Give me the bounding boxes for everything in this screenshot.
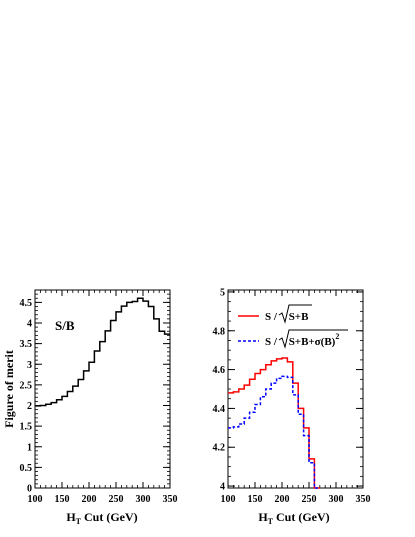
legend-label-s-sqrt-sb: S / S+B [265,311,309,323]
y-tick-label: 2 [27,401,32,412]
sqrt-sign-icon-2 [278,329,348,349]
left-series [35,297,170,407]
x-tick-label: 150 [248,494,263,505]
y-tick-label: 4.2 [213,443,226,454]
legend-1-pre: S / [265,336,280,348]
x-tick-label: 350 [163,494,178,505]
y-tick-label: 0 [27,484,32,495]
legend-1-root: S+B+σ(B) [289,336,336,348]
left-xlabel-sub: T [76,517,82,526]
legend: S / S+B S / S+B+σ(B)2 [238,304,348,349]
y-tick-label: 4.4 [213,404,226,415]
y-axis-title: Figure of merit [2,350,16,428]
x-tick-label: 100 [221,494,236,505]
legend-0-root: S+B [289,311,309,323]
y-tick-label: 0.5 [20,463,33,474]
x-tick-label: 200 [275,494,290,505]
x-tick-label: 150 [55,494,70,505]
left-ticks [34,289,171,489]
right-series-line-0 [228,357,320,489]
left-panel: 100 150 200 250 300 350 0 0.5 1 1.5 2 2.5 3 3.5 4 4.5 S… [2,289,178,526]
y-tick-label: 1 [27,442,32,453]
x-tick-label: 200 [82,494,97,505]
x-tick-label: 350 [356,494,371,505]
y-tick-label: 4.5 [20,298,33,309]
right-xlabel-rest: Cut (GeV) [273,510,330,524]
sqrt-sign-icon [278,304,312,324]
legend-label-s-sqrt-sb-sigma: S / S+B+σ(B)2 [265,332,339,348]
x-tick-label: 300 [136,494,151,505]
y-tick-label: 3.5 [20,339,33,350]
y-tick-label: 1.5 [20,422,33,433]
right-tick-labels: 100 150 200 250 300 350 4 4.2 4.4 4.6 4.8 5 [213,287,371,505]
x-tick-label: 250 [109,494,124,505]
legend-1-sup: 2 [335,332,339,341]
y-tick-label: 4 [220,482,225,493]
right-series [228,357,320,489]
y-tick-label: 3 [27,360,32,371]
y-tick-label: 4.8 [213,326,226,337]
y-tick-label: 4.6 [213,365,226,376]
left-xlabel-h: H [66,510,76,524]
left-series-line-0 [35,297,170,407]
x-tick-label: 100 [28,494,43,505]
y-tick-label: 4 [27,319,32,330]
left-tick-labels: 100 150 200 250 300 350 0 0.5 1 1.5 2 2.5 3 3.5 4 4.5 [20,298,178,505]
left-panel-label: S/B [55,318,75,333]
right-xlabel-sub: T [268,517,274,526]
x-tick-label: 250 [302,494,317,505]
legend-0-pre: S / [265,311,280,323]
left-xlabel-rest: Cut (GeV) [81,510,138,524]
left-x-axis-title: HT Cut (GeV) [66,510,137,526]
right-ticks [227,290,364,488]
y-tick-label: 2.5 [20,380,33,391]
right-x-axis-title: HT Cut (GeV) [258,510,329,526]
right-series-line-1 [228,375,320,489]
right-panel: 100 150 200 250 300 350 4 4.2 4.4 4.6 4.8 5 S / S+B… [213,287,371,526]
y-tick-label: 5 [220,287,225,298]
right-xlabel-h: H [258,510,268,524]
x-tick-label: 300 [329,494,344,505]
